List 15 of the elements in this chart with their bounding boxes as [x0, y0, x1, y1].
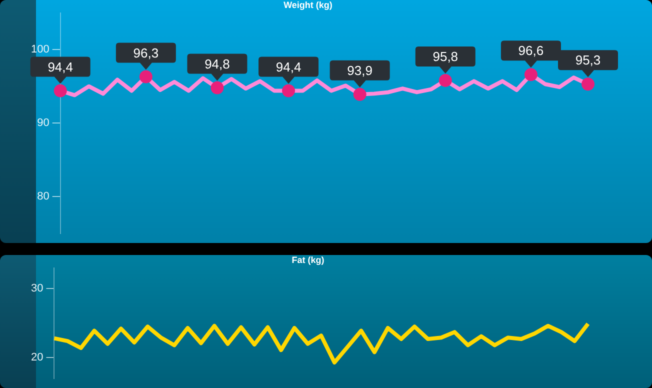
y-tick-label: 30 — [30, 282, 44, 295]
chart-title: Weight (kg) — [284, 0, 332, 10]
data-label: 96,6 — [518, 43, 544, 58]
data-label: 96,3 — [133, 45, 159, 60]
chart-title: Fat (kg) — [292, 254, 324, 265]
data-label: 93,9 — [347, 63, 372, 78]
data-label: 94,8 — [204, 56, 230, 72]
y-tick-label: 100 — [30, 44, 50, 56]
y-tick-label: 80 — [37, 190, 50, 203]
data-label: 95,8 — [432, 49, 458, 64]
y-tick-label: 20 — [30, 352, 44, 364]
y-tick-label: 90 — [37, 117, 50, 130]
data-label: 95,3 — [575, 52, 601, 68]
data-label: 94,4 — [276, 59, 302, 74]
data-label: 94,4 — [48, 59, 74, 74]
